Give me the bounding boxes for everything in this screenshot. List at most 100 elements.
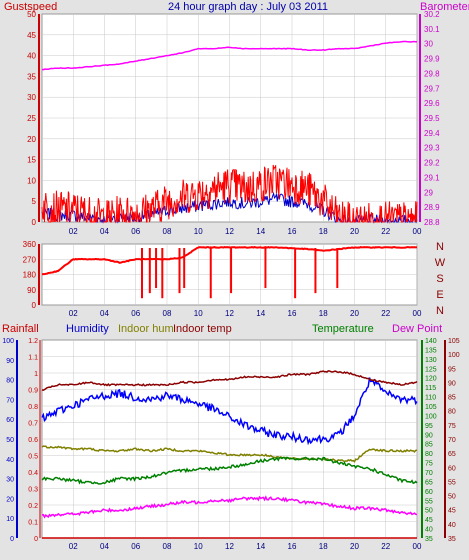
- wind-x-tick-label: 10: [194, 227, 203, 236]
- rain-tick-label: 1.1: [28, 355, 38, 362]
- wind-x-tick-label: 02: [69, 227, 78, 236]
- rain-tick-label: 0.6: [28, 437, 38, 444]
- gust-tick-label: 35: [27, 72, 36, 81]
- temp-x-tick-label: 22: [381, 542, 390, 551]
- green-tick-label: 55: [425, 498, 433, 505]
- baro-tick-label: 29.6: [424, 99, 440, 108]
- darkred-tick-label: 100: [448, 352, 460, 359]
- baro-tick-label: 28.8: [424, 218, 440, 227]
- chart-title: 24 hour graph day : July 03 2011: [168, 1, 328, 13]
- compass-label: N: [436, 241, 444, 253]
- dir-x-tick-label: 10: [194, 309, 203, 318]
- temp-x-tick-label: 06: [131, 542, 140, 551]
- gust-tick-label: 10: [27, 176, 36, 185]
- green-tick-label: 85: [425, 442, 433, 449]
- darkred-tick-label: 40: [448, 522, 456, 529]
- dir-x-tick-label: 18: [319, 309, 328, 318]
- baro-tick-label: 29.4: [424, 129, 440, 138]
- darkred-tick-label: 60: [448, 465, 456, 472]
- barometer-series-line: [41, 40, 418, 71]
- baro-tick-label: 29: [424, 188, 433, 197]
- wind-x-tick-label: 06: [131, 227, 140, 236]
- rain-tick-label: 0: [34, 536, 38, 543]
- wind-x-tick-label: 14: [256, 227, 265, 236]
- gust-tick-label: 20: [27, 135, 36, 144]
- temp-x-tick-label: 10: [194, 542, 203, 551]
- green-tick-label: 105: [425, 404, 437, 411]
- baro-tick-label: 29.3: [424, 144, 440, 153]
- gust-tick-label: 45: [27, 31, 36, 40]
- legend-indoor-temp: Indoor temp: [173, 323, 232, 335]
- rain-tick-label: 0.5: [28, 454, 38, 461]
- hum-tick-label: 60: [6, 417, 14, 424]
- darkred-tick-label: 105: [448, 338, 460, 345]
- dir-x-tick-label: 08: [163, 309, 172, 318]
- dir-tick-label: 0: [32, 301, 37, 310]
- wind-x-tick-label: 16: [288, 227, 297, 236]
- hum-tick-label: 30: [6, 477, 14, 484]
- green-tick-label: 120: [425, 376, 437, 383]
- rain-tick-label: 0.3: [28, 487, 38, 494]
- plot-layer: 5045403530252015105030.230.13029.929.829…: [2, 10, 459, 551]
- green-tick-label: 110: [425, 395, 436, 402]
- temp-x-tick-label: 12: [225, 542, 234, 551]
- dir-x-tick-label: 20: [350, 309, 359, 318]
- gust-tick-label: 40: [27, 52, 36, 61]
- temp-x-tick-label: 14: [256, 542, 265, 551]
- darkred-tick-label: 65: [448, 451, 456, 458]
- rain-tick-label: 0.7: [28, 421, 38, 428]
- compass-label: E: [436, 289, 443, 301]
- green-tick-label: 135: [425, 347, 437, 354]
- hum-tick-label: 80: [6, 378, 14, 385]
- gust-tick-label: 15: [27, 156, 36, 165]
- hum-tick-label: 100: [2, 338, 14, 345]
- dir-tick-label: 360: [23, 240, 37, 249]
- dir-tick-label: 90: [27, 286, 36, 295]
- temp-x-tick-label: 00: [413, 542, 422, 551]
- darkred-tick-label: 85: [448, 395, 456, 402]
- darkred-tick-label: 75: [448, 423, 456, 430]
- gust-tick-label: 30: [27, 93, 36, 102]
- gust-tick-label: 0: [32, 218, 37, 227]
- temp-x-tick-label: 20: [350, 542, 359, 551]
- green-tick-label: 40: [425, 527, 433, 534]
- baro-tick-label: 29.7: [424, 84, 440, 93]
- gust-tick-label: 25: [27, 114, 36, 123]
- barometer-label: Barometer: [420, 1, 469, 13]
- wind-x-tick-label: 00: [413, 227, 422, 236]
- gust-series-line: [41, 164, 418, 224]
- baro-tick-label: 30.2: [424, 10, 440, 19]
- temperature-series-line: [41, 456, 418, 485]
- gustspeed-label: Gustspeed: [4, 1, 57, 13]
- indoor-temp-series-line: [41, 370, 418, 391]
- wind-x-tick-label: 08: [163, 227, 172, 236]
- wind-x-tick-label: 04: [100, 227, 109, 236]
- direction-series-line: [41, 246, 418, 276]
- rain-tick-label: 0.9: [28, 388, 38, 395]
- dir-tick-label: 180: [23, 271, 37, 280]
- legend-humidity: Humidity: [66, 323, 109, 335]
- darkred-tick-label: 90: [448, 380, 456, 387]
- temp-x-tick-label: 16: [288, 542, 297, 551]
- green-tick-label: 65: [425, 479, 433, 486]
- legend-dew-point: Dew Point: [392, 323, 442, 335]
- green-tick-label: 130: [425, 357, 437, 364]
- dir-x-tick-label: 00: [413, 309, 422, 318]
- green-tick-label: 140: [425, 338, 437, 345]
- dir-tick-label: 270: [23, 255, 37, 264]
- rain-tick-label: 0.1: [28, 520, 38, 527]
- darkred-tick-label: 70: [448, 437, 456, 444]
- baro-tick-label: 30.1: [424, 25, 440, 34]
- hum-tick-label: 0: [10, 536, 14, 543]
- darkred-tick-label: 45: [448, 508, 456, 515]
- legend-indoor-hum: Indoor hum: [118, 323, 174, 335]
- darkred-tick-label: 95: [448, 366, 456, 373]
- rain-tick-label: 0.4: [28, 470, 38, 477]
- compass-label: N: [436, 305, 444, 317]
- compass-label: S: [436, 273, 443, 285]
- baro-tick-label: 30: [424, 40, 433, 49]
- darkred-tick-label: 50: [448, 494, 456, 501]
- hum-tick-label: 10: [6, 516, 14, 523]
